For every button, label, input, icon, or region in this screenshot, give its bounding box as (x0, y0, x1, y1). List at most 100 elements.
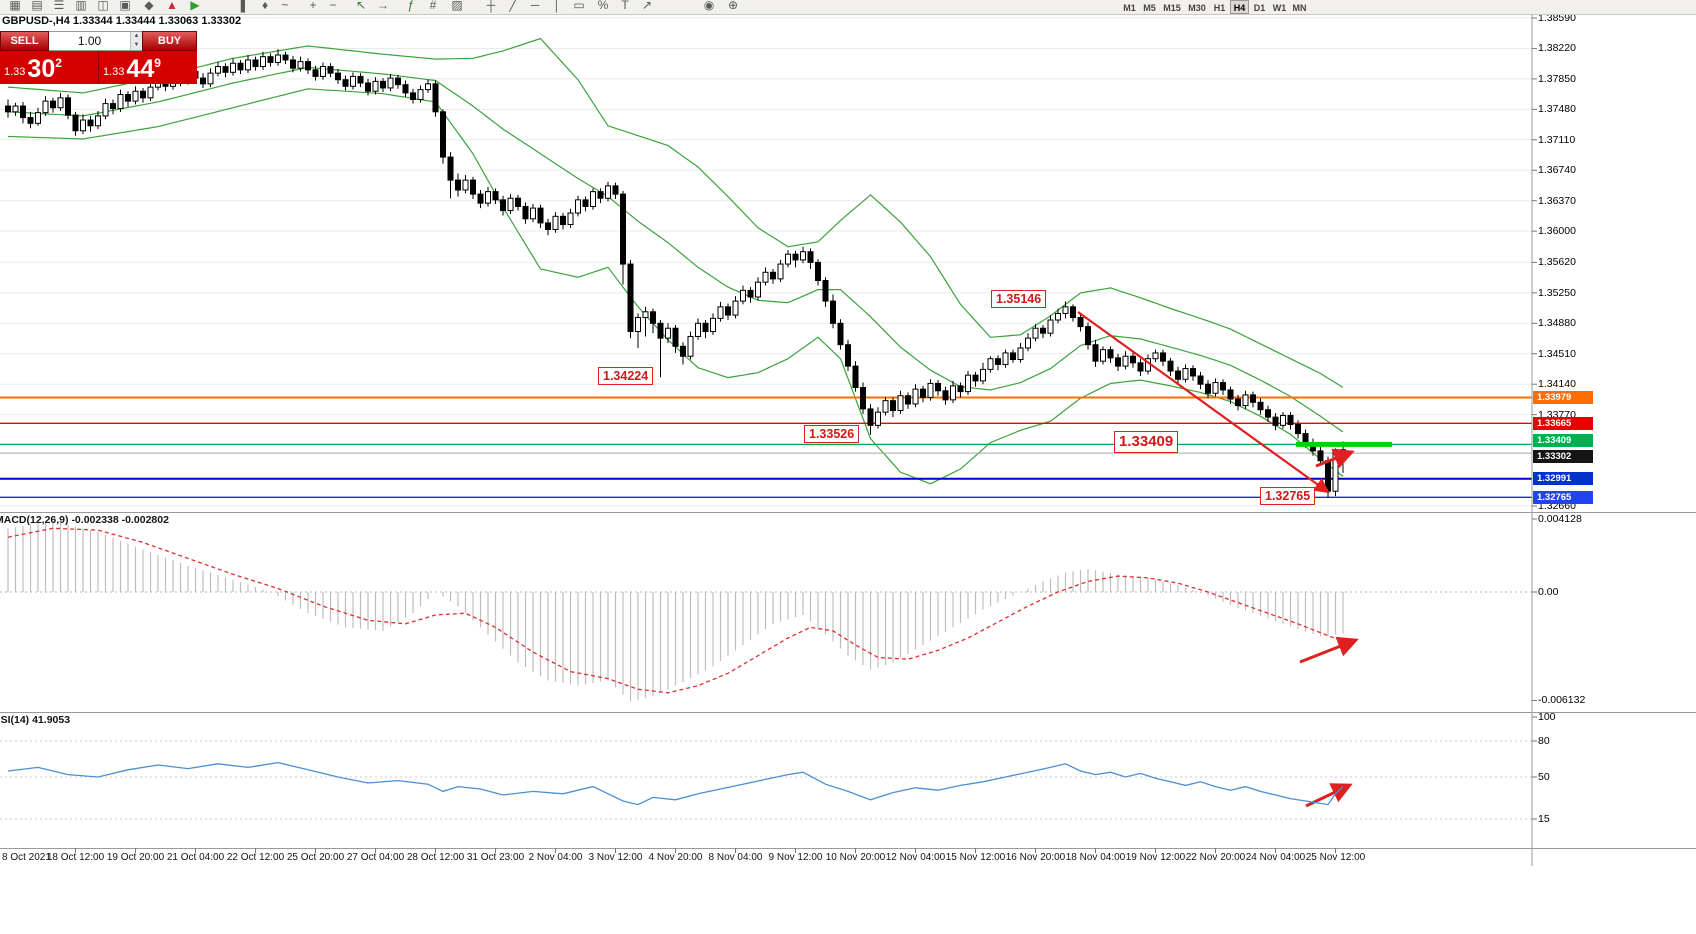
line-chart-icon[interactable]: ~ (281, 0, 289, 12)
new-order-icon[interactable]: ▲ (166, 0, 178, 12)
one-click-trading-panel: SELL ▲ ▼ BUY 1.33 30 2 1.33 44 9 (0, 31, 197, 84)
time-axis-label: 19 Nov 12:00 (1125, 852, 1186, 863)
crosshair-icon[interactable]: ┼ (486, 0, 496, 12)
buy-price-big: 44 (126, 55, 155, 83)
trendline-icon[interactable]: ╱ (509, 0, 517, 12)
horizontal-line-icon[interactable]: ─ (530, 0, 540, 12)
strategy-tester-icon[interactable]: ◆ (144, 0, 154, 12)
navigator-icon[interactable]: ◫ (97, 0, 109, 12)
buy-price-prefix: 1.33 (103, 66, 125, 78)
rsi-scale-label: 100 (1538, 711, 1556, 723)
volume-spinner: ▲ ▼ (130, 32, 142, 50)
time-axis-label: 12 Nov 04:00 (885, 852, 946, 863)
price-tick-label: 1.35250 (1538, 286, 1576, 299)
price-tick-label: 1.36000 (1538, 225, 1576, 238)
timeframe-button-H4[interactable]: H4 (1230, 0, 1249, 14)
price-axis-badge: 1.32991 (1533, 472, 1593, 486)
buy-price[interactable]: 1.33 44 9 (99, 51, 197, 84)
trade-panel-controls: SELL ▲ ▼ BUY (0, 31, 197, 51)
zoom-out-icon[interactable]: − (329, 0, 337, 12)
price-axis-badge: 1.33409 (1533, 433, 1593, 447)
volume-input[interactable] (49, 32, 130, 50)
cursor-icon[interactable]: ◉ (703, 0, 715, 12)
timeframe-button-M5[interactable]: M5 (1143, 3, 1156, 13)
zoom-in-icon[interactable]: + (309, 0, 317, 12)
timeframe-button-MN[interactable]: MN (1292, 3, 1307, 13)
autotrading-icon[interactable]: ▶ (190, 0, 200, 12)
bar-chart-icon[interactable]: ▌ (240, 0, 250, 12)
macd-scale-label: 0.00 (1538, 586, 1559, 598)
grid-icon[interactable]: # (429, 0, 437, 12)
time-axis-label: 18 Oct 12:00 (46, 852, 105, 863)
time-axis-label: 21 Oct 04:00 (166, 852, 225, 863)
timeframe-button-M15[interactable]: M15 (1163, 3, 1181, 13)
price-tick-label: 1.38590 (1538, 12, 1576, 24)
rsi-scale-label: 50 (1538, 771, 1550, 783)
price-axis-badge: 1.33302 (1533, 449, 1593, 463)
time-axis-label: 22 Oct 12:00 (226, 852, 285, 863)
macd-scale-label: 0.004128 (1538, 513, 1582, 525)
time-axis-label: 2 Nov 04:00 (528, 852, 583, 863)
annotation-price-label[interactable]: 1.33409 (1114, 431, 1179, 453)
time-axis-label: 10 Nov 20:00 (825, 852, 886, 863)
rsi-scale-label: 80 (1538, 735, 1550, 747)
indicators-icon[interactable]: ƒ (407, 0, 415, 12)
time-axis-label: 31 Oct 23:00 (466, 852, 525, 863)
channel-icon[interactable]: ▭ (573, 0, 585, 12)
timeframe-button-M30[interactable]: M30 (1188, 3, 1206, 13)
templates-icon[interactable]: ▨ (451, 0, 463, 12)
macd-header: MACD(12,26,9) -0.002338 -0.002802 (0, 514, 169, 526)
time-axis-label: 9 Nov 12:00 (768, 852, 823, 863)
volume-up-icon[interactable]: ▲ (130, 32, 142, 41)
timeframe-button-H1[interactable]: H1 (1213, 3, 1226, 13)
price-tick-label: 1.34140 (1538, 378, 1576, 391)
timeframe-button-M1[interactable]: M1 (1123, 3, 1136, 13)
new-chart-icon[interactable]: ▦ (9, 0, 21, 12)
time-axis-label: 22 Nov 20:00 (1185, 852, 1246, 863)
time-axis-label: 18 Nov 04:00 (1065, 852, 1126, 863)
timeframe-button-D1[interactable]: D1 (1253, 3, 1266, 13)
annotation-price-label[interactable]: 1.34224 (598, 367, 654, 385)
price-tick-label: 1.34510 (1538, 347, 1576, 360)
market-watch-icon[interactable]: ☰ (53, 0, 65, 12)
time-axis-label: 28 Oct 12:00 (406, 852, 465, 863)
chart-shift-icon[interactable]: → (377, 0, 389, 12)
annotation-price-label[interactable]: 1.33526 (804, 425, 860, 443)
price-tick-label: 1.36740 (1538, 164, 1576, 177)
time-axis-label: 4 Nov 20:00 (648, 852, 703, 863)
price-tick-label: 1.37850 (1538, 72, 1576, 85)
vertical-line-icon[interactable]: │ (553, 0, 561, 12)
volume-down-icon[interactable]: ▼ (130, 41, 142, 50)
candlestick-chart-icon[interactable]: ♦ (261, 0, 269, 12)
price-tick-label: 1.37110 (1538, 133, 1576, 146)
trade-panel-prices: 1.33 30 2 1.33 44 9 (0, 51, 197, 84)
main-toolbar: ▦ ▤ ☰ ▥ ◫ ▣ ◆ ▲ ▶ ▌ ♦ ~ + − ↖ → ƒ # ▨ ┼ ╱ ─ │ ▭% T ↗ ◉ ⊕ M1 M5 M15 M30 H… (0, 0, 1696, 15)
rsi-scale-label: 15 (1538, 813, 1550, 825)
annotation-price-label[interactable]: 1.32765 (1260, 487, 1316, 505)
text-label-icon[interactable]: T (621, 0, 629, 12)
price-tick-label: 1.35620 (1538, 256, 1576, 269)
terminal-icon[interactable]: ▣ (119, 0, 131, 12)
sell-price-prefix: 1.33 (4, 66, 26, 78)
time-axis-label: 16 Nov 20:00 (1005, 852, 1066, 863)
sell-button[interactable]: SELL (0, 31, 49, 51)
time-axis-label: 25 Oct 20:00 (286, 852, 345, 863)
profiles-icon[interactable]: ▤ (31, 0, 43, 12)
timeframe-button-W1[interactable]: W1 (1272, 3, 1287, 13)
fibonacci-icon[interactable]: % (597, 0, 609, 12)
buy-button[interactable]: BUY (142, 31, 197, 51)
auto-scroll-icon[interactable]: ↖ (355, 0, 367, 12)
price-axis-badge: 1.33665 (1533, 416, 1593, 430)
time-axis-label: 27 Oct 04:00 (346, 852, 405, 863)
sell-price-big: 30 (27, 55, 56, 83)
price-tick-label: 1.38220 (1538, 42, 1576, 55)
sell-price[interactable]: 1.33 30 2 (0, 51, 98, 84)
arrow-object-icon[interactable]: ↗ (641, 0, 653, 12)
magnet-icon[interactable]: ⊕ (727, 0, 739, 12)
data-window-icon[interactable]: ▥ (75, 0, 87, 12)
price-tick-label: 1.37480 (1538, 103, 1576, 116)
macd-scale-label: -0.006132 (1538, 694, 1586, 707)
annotation-price-label[interactable]: 1.35146 (991, 290, 1047, 308)
